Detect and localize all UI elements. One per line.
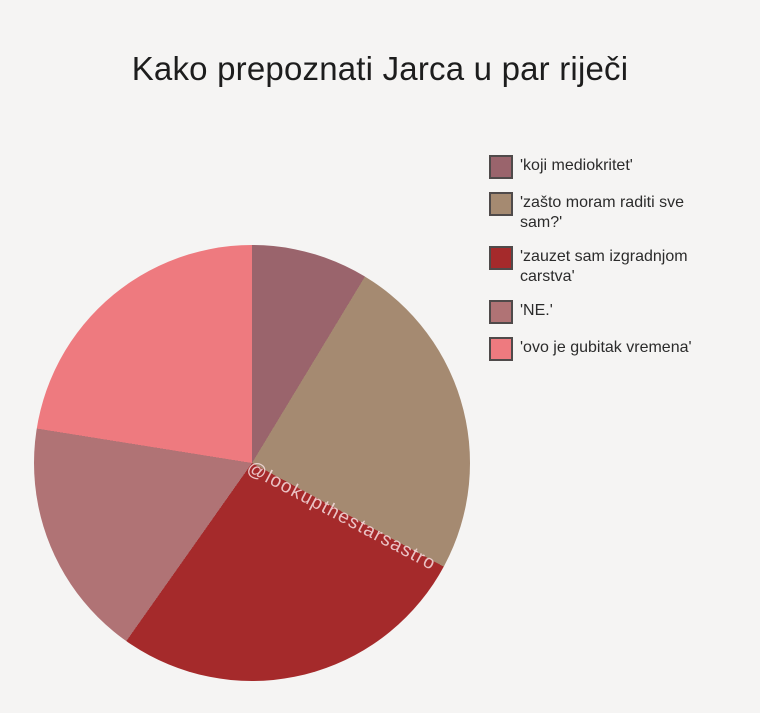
legend-swatch	[489, 246, 513, 270]
legend-item: 'koji mediokritet'	[489, 155, 739, 179]
legend: 'koji mediokritet' 'zašto moram raditi s…	[489, 155, 739, 361]
legend-swatch	[489, 192, 513, 216]
legend-label: 'koji mediokritet'	[520, 157, 633, 174]
legend-swatch	[489, 155, 513, 179]
legend-swatch	[489, 337, 513, 361]
legend-item: 'ovo je gubitak vremena'	[489, 337, 739, 361]
legend-label: 'ovo je gubitak vremena'	[520, 339, 692, 356]
legend-item: 'zašto moram raditi sve sam?'	[489, 192, 739, 233]
chart-title: Kako prepoznati Jarca u par riječi	[131, 50, 629, 87]
pie-chart	[34, 245, 470, 681]
legend-item: 'NE.'	[489, 300, 739, 324]
legend-label: 'zauzet sam izgradnjom carstva'	[520, 248, 688, 285]
legend-item: 'zauzet sam izgradnjom carstva'	[489, 246, 739, 287]
legend-label: 'zašto moram raditi sve sam?'	[520, 194, 684, 231]
legend-swatch	[489, 300, 513, 324]
legend-label: 'NE.'	[520, 302, 553, 319]
